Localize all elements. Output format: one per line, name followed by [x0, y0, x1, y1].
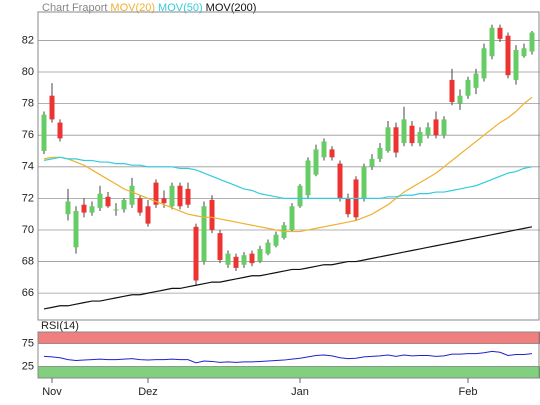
candle-body — [97, 193, 103, 208]
candle-body — [57, 122, 63, 139]
candle-body — [529, 32, 535, 52]
candle-body — [401, 119, 407, 144]
candle-body — [249, 253, 255, 264]
candle-body — [369, 158, 375, 167]
chart-title: Chart Fraport — [42, 2, 107, 14]
candle-body — [73, 211, 79, 248]
y-tick-label: 72 — [22, 192, 34, 204]
legend-entry: MOV(20) — [110, 2, 155, 14]
candle-body — [89, 206, 95, 213]
candle-body — [129, 185, 135, 205]
candle-body — [377, 147, 383, 159]
candle-body — [321, 141, 327, 158]
candle-body — [257, 248, 263, 262]
candle-body — [225, 253, 231, 265]
y-tick-label: 78 — [22, 98, 34, 110]
candle-body — [457, 95, 463, 104]
candle-body — [289, 206, 295, 230]
plot-frame — [37, 11, 540, 321]
y-tick-label: 68 — [22, 255, 34, 267]
candle-body — [337, 163, 343, 199]
x-tick-label: Dez — [138, 386, 158, 398]
candle-body — [425, 127, 431, 136]
candle-body — [489, 27, 495, 57]
candle-body — [313, 149, 319, 175]
upper-band — [37, 331, 540, 344]
candle-body — [137, 198, 143, 213]
candle-body — [233, 256, 239, 268]
plot-frame — [37, 331, 540, 379]
y-tick-label: 74 — [22, 161, 34, 173]
candle-body — [505, 35, 511, 76]
y-tick-label: 75 — [22, 337, 34, 349]
candle-body — [513, 49, 519, 80]
candle-body — [217, 233, 223, 260]
candle-body — [241, 255, 247, 265]
candle-body — [81, 204, 87, 213]
lower-band — [37, 366, 540, 379]
y-tick-label: 76 — [22, 129, 34, 141]
candle-body — [209, 199, 215, 230]
candle-body — [473, 73, 479, 88]
ma-line — [43, 226, 533, 310]
x-tick-label: Feb — [459, 386, 478, 398]
candle-body — [169, 185, 175, 207]
candle-body — [177, 185, 183, 207]
candle-body — [393, 127, 399, 153]
legend-entry: MOV(200) — [206, 2, 257, 14]
ma-line — [43, 96, 533, 233]
candle-body — [105, 196, 111, 207]
candle-body — [41, 114, 47, 151]
rsi-title: RSI(14) — [41, 320, 79, 332]
x-tick-label: Nov — [42, 386, 62, 398]
candle-body — [65, 201, 71, 215]
candle-body — [273, 234, 279, 246]
y-tick-label: 82 — [22, 34, 34, 46]
candle-body — [265, 242, 271, 254]
candle-body — [361, 166, 367, 199]
candle-body — [193, 226, 199, 281]
candle-body — [441, 119, 447, 136]
candle-body — [297, 185, 303, 207]
x-tick-label: Jan — [291, 386, 309, 398]
candle-body — [145, 206, 151, 224]
ma-line — [43, 156, 533, 199]
candle-body — [465, 79, 471, 96]
y-tick-label: 80 — [22, 66, 34, 78]
candle-body — [121, 199, 127, 210]
candle-body — [185, 188, 191, 205]
candle-body — [153, 182, 159, 205]
y-tick-label: 25 — [22, 360, 34, 372]
candle-body — [161, 198, 167, 204]
candle-body — [433, 119, 439, 136]
candle-body — [497, 27, 503, 39]
y-tick-label: 70 — [22, 224, 34, 236]
candle-body — [521, 48, 527, 57]
legend-entry: MOV(50) — [158, 2, 203, 14]
candle-body — [481, 48, 487, 79]
candle-body — [449, 79, 455, 103]
candle-body — [417, 132, 423, 144]
candle-body — [409, 125, 415, 144]
candle-body — [345, 198, 351, 215]
candle-body — [305, 160, 311, 196]
y-tick-label: 66 — [22, 287, 34, 299]
candle-body — [385, 127, 391, 151]
candle-body — [49, 95, 55, 120]
candle-body — [329, 149, 335, 158]
candle-body — [113, 209, 119, 211]
candle-body — [201, 206, 207, 262]
rsi-line — [43, 350, 533, 364]
